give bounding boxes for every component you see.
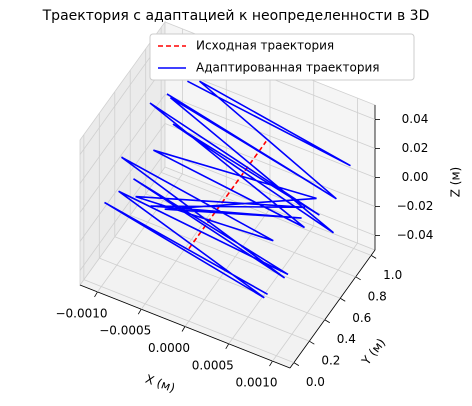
grid-line xyxy=(272,242,358,362)
y-axis-label: Y (м) xyxy=(358,336,388,369)
grid-line xyxy=(79,65,166,184)
x-axis-label: X (м) xyxy=(143,372,176,396)
grid-line xyxy=(184,208,271,327)
tick-mark xyxy=(269,360,273,367)
trajectory-line xyxy=(188,140,267,250)
grid-line xyxy=(160,171,372,256)
y-tick-label: 1.0 xyxy=(383,268,402,282)
y-tick-label: 0.6 xyxy=(352,311,371,325)
y-tick-label: 0.8 xyxy=(368,289,387,303)
tick-mark xyxy=(181,326,186,332)
grid-line xyxy=(83,279,295,364)
y-axis-line xyxy=(289,249,376,369)
legend-label: Адаптированная траектория xyxy=(196,61,380,75)
x-tick-label: −0.0010 xyxy=(55,306,107,320)
trajectory-line xyxy=(104,80,351,299)
x-tick-label: −0.0005 xyxy=(99,324,151,338)
grid-line xyxy=(164,94,376,178)
y-tick-label: 0.0 xyxy=(306,375,325,389)
grid-line xyxy=(228,225,315,345)
grid-line xyxy=(130,214,341,299)
grid-line xyxy=(99,257,310,342)
tick-mark xyxy=(137,309,142,315)
tick-mark xyxy=(355,276,361,281)
tick-mark xyxy=(309,340,315,345)
tick-mark xyxy=(340,297,346,302)
tick-mark xyxy=(293,362,300,366)
grid-line xyxy=(97,173,183,293)
z-tick-label: −0.02 xyxy=(397,199,434,213)
tick-mark xyxy=(225,343,230,349)
grid-line xyxy=(79,123,166,242)
x-tick-label: 0.0010 xyxy=(236,376,278,390)
grid-line xyxy=(114,236,325,321)
y-tick-label: 0.4 xyxy=(337,332,356,346)
x-tick-label: 0.0000 xyxy=(148,341,190,355)
grid-line xyxy=(164,123,376,207)
tick-mark xyxy=(94,291,98,298)
z-axis-label: Z (м) xyxy=(449,167,463,197)
grid-line xyxy=(79,152,166,271)
y-tick-label: 0.2 xyxy=(321,354,340,368)
chart-title: Траектория с адаптацией к неопределеннос… xyxy=(42,8,430,24)
z-tick-label: 0.02 xyxy=(402,141,429,155)
grid-line xyxy=(79,94,166,213)
tick-mark xyxy=(370,255,377,259)
z-tick-label: 0.04 xyxy=(402,112,429,126)
legend-label: Исходная траектория xyxy=(196,39,334,53)
x-tick-label: 0.0005 xyxy=(192,358,234,372)
z-tick-label: −0.04 xyxy=(397,228,434,242)
grid-line xyxy=(164,152,376,236)
z-tick-label: 0.00 xyxy=(402,170,429,184)
legend-box xyxy=(149,33,415,81)
tick-mark xyxy=(324,319,330,324)
